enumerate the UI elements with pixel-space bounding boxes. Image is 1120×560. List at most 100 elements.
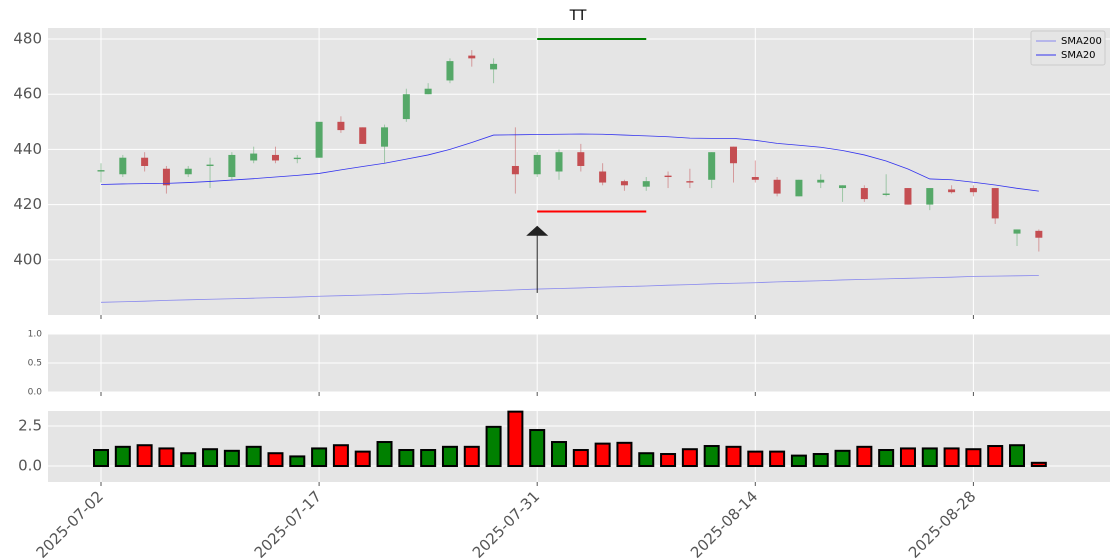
legend: SMA200 SMA20 — [1030, 30, 1106, 66]
volume-bar — [136, 444, 153, 468]
candle-body — [468, 55, 476, 59]
candle-body — [620, 181, 628, 186]
volume-bar — [790, 454, 807, 468]
candle-body — [969, 188, 977, 193]
volume-bar — [638, 452, 655, 468]
volume-bar — [376, 441, 393, 468]
volume-bar — [354, 450, 371, 468]
x-tick-label: 2025-08-14 — [687, 487, 761, 560]
volume-bar — [660, 453, 677, 468]
volume-bar — [245, 445, 262, 468]
candle-body — [904, 188, 912, 205]
candle-body — [402, 94, 410, 120]
y-tick-label: 2.5 — [18, 417, 42, 435]
candle-body — [490, 63, 498, 70]
volume-bar — [529, 429, 546, 468]
volume-bar — [180, 452, 197, 468]
candle-body — [817, 179, 825, 183]
volume-bar — [507, 410, 524, 468]
x-tick-label: 2025-07-17 — [251, 487, 325, 560]
candle-body — [926, 188, 934, 205]
arrow-head — [526, 225, 549, 236]
candle-body — [1013, 229, 1021, 234]
volume-bar — [616, 441, 633, 468]
y-tick-label: 0.0 — [28, 388, 43, 398]
candle-body — [686, 181, 694, 183]
candle-body — [119, 157, 127, 175]
volume-bar — [769, 450, 786, 468]
candle-body — [533, 154, 541, 175]
volume-bar — [1030, 461, 1047, 468]
candle-body — [948, 189, 956, 193]
candle-body — [359, 127, 367, 144]
candle-body — [424, 88, 432, 95]
candle-body — [381, 127, 389, 147]
volume-bar — [1009, 444, 1026, 468]
candle-body — [315, 121, 323, 158]
x-tick-label: 2025-07-31 — [469, 487, 543, 560]
candle-body — [511, 165, 519, 175]
candle-body — [141, 157, 149, 166]
volume-bar — [594, 442, 611, 468]
candle-body — [860, 188, 868, 200]
volume-bar — [878, 449, 895, 468]
volume-bar — [441, 445, 458, 468]
volume-bar — [267, 452, 284, 468]
volume-bar — [747, 450, 764, 468]
volume-bar — [485, 425, 502, 468]
volume-bar — [332, 444, 349, 468]
legend-label: SMA20 — [1061, 50, 1096, 61]
candle-body — [293, 157, 301, 160]
volume-bar — [965, 448, 982, 468]
candle-body — [642, 181, 650, 187]
volume-bar — [812, 453, 829, 468]
y-tick-label: 480 — [13, 30, 42, 48]
candle-body — [577, 152, 585, 166]
volume-bar — [725, 445, 742, 468]
candle-body — [250, 153, 258, 161]
candle-body — [708, 152, 716, 180]
volume-bar — [856, 445, 873, 468]
candle-body — [729, 146, 737, 164]
volume-bar — [463, 445, 480, 468]
volume-bar — [311, 447, 328, 468]
volume-bar — [987, 445, 1004, 468]
volume-bar — [398, 449, 415, 468]
legend-label: SMA200 — [1061, 36, 1102, 47]
candle-body — [991, 188, 999, 219]
candle-body — [1035, 230, 1043, 238]
volume-bar — [703, 445, 720, 468]
chart-title: TT — [569, 8, 587, 24]
volume-bar — [93, 449, 109, 468]
y-tick-label: 1.0 — [28, 330, 43, 340]
y-tick-label: 0.5 — [28, 359, 42, 369]
x-tick-label: 2025-08-28 — [905, 487, 979, 560]
candle-body — [664, 175, 672, 178]
volume-bar — [289, 455, 306, 468]
sma-line — [100, 275, 1039, 303]
volume-bar — [114, 445, 131, 468]
y-tick-label: 420 — [13, 195, 42, 213]
volume-bar — [158, 447, 175, 468]
x-tick-label: 2025-07-02 — [33, 487, 107, 560]
volume-bar — [681, 448, 698, 468]
legend-box — [1030, 30, 1106, 66]
candle-body — [751, 177, 759, 180]
candle-body — [97, 170, 105, 172]
plot-area — [48, 28, 1110, 315]
y-tick-label: 440 — [13, 140, 42, 158]
volume-bar — [551, 441, 568, 468]
candle-body — [795, 179, 803, 197]
candle-body — [206, 164, 214, 166]
candle-body — [599, 171, 607, 183]
volume-bar — [943, 447, 960, 468]
candle-body — [337, 121, 345, 131]
candle-body — [446, 61, 454, 81]
y-tick-label: 0.0 — [18, 457, 42, 475]
candle-body — [773, 179, 781, 194]
volume-bar — [921, 447, 938, 468]
candle-body — [555, 152, 563, 172]
sma-line — [100, 133, 1039, 192]
y-tick-label: 400 — [13, 250, 42, 268]
